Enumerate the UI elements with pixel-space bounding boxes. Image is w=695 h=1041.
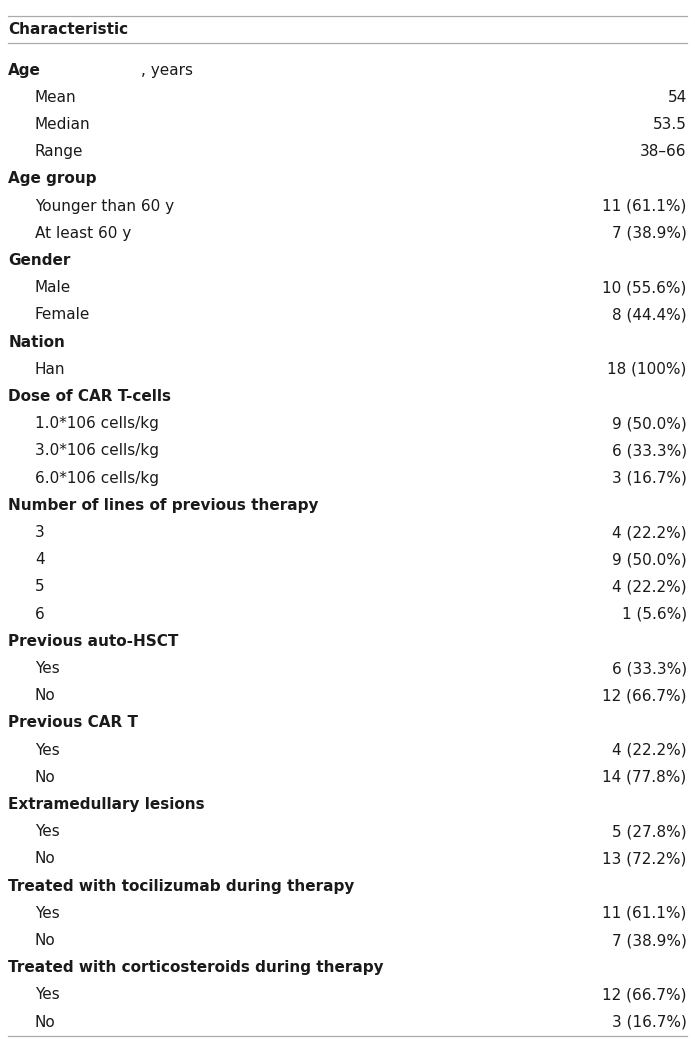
Text: 7 (38.9%): 7 (38.9%) [612,933,687,948]
Text: Yes: Yes [35,988,60,1002]
Text: 9 (50.0%): 9 (50.0%) [612,416,687,431]
Text: Male: Male [35,280,71,296]
Text: No: No [35,852,56,866]
Text: Age: Age [8,62,41,77]
Text: Younger than 60 y: Younger than 60 y [35,199,174,213]
Text: 7 (38.9%): 7 (38.9%) [612,226,687,240]
Text: 18 (100%): 18 (100%) [607,362,687,377]
Text: Yes: Yes [35,824,60,839]
Text: 11 (61.1%): 11 (61.1%) [603,906,687,921]
Text: Extramedullary lesions: Extramedullary lesions [8,797,205,812]
Text: 4 (22.2%): 4 (22.2%) [612,580,687,594]
Text: 4 (22.2%): 4 (22.2%) [612,742,687,758]
Text: 53.5: 53.5 [653,117,687,132]
Text: Previous auto-HSCT: Previous auto-HSCT [8,634,179,649]
Text: Previous CAR T: Previous CAR T [8,715,138,731]
Text: Mean: Mean [35,90,76,105]
Text: 5 (27.8%): 5 (27.8%) [612,824,687,839]
Text: No: No [35,688,56,704]
Text: 54: 54 [667,90,687,105]
Text: Number of lines of previous therapy: Number of lines of previous therapy [8,498,319,513]
Text: Gender: Gender [8,253,71,268]
Text: 3 (16.7%): 3 (16.7%) [612,471,687,485]
Text: 3: 3 [35,525,44,540]
Text: No: No [35,770,56,785]
Text: 8 (44.4%): 8 (44.4%) [612,307,687,323]
Text: Han: Han [35,362,65,377]
Text: Treated with corticosteroids during therapy: Treated with corticosteroids during ther… [8,960,384,975]
Text: Treated with tocilizumab during therapy: Treated with tocilizumab during therapy [8,879,354,893]
Text: , years: , years [141,62,193,77]
Text: Yes: Yes [35,742,60,758]
Text: No: No [35,933,56,948]
Text: 12 (66.7%): 12 (66.7%) [602,688,687,704]
Text: 13 (72.2%): 13 (72.2%) [603,852,687,866]
Text: 4: 4 [35,552,44,567]
Text: 6: 6 [35,607,44,621]
Text: Median: Median [35,117,90,132]
Text: 6 (33.3%): 6 (33.3%) [612,661,687,676]
Text: Yes: Yes [35,906,60,921]
Text: 38–66: 38–66 [640,144,687,159]
Text: No: No [35,1015,56,1030]
Text: Nation: Nation [8,334,65,350]
Text: 6.0*106 cells/kg: 6.0*106 cells/kg [35,471,158,485]
Text: 1.0*106 cells/kg: 1.0*106 cells/kg [35,416,158,431]
Text: 3 (16.7%): 3 (16.7%) [612,1015,687,1030]
Text: Range: Range [35,144,83,159]
Text: 3.0*106 cells/kg: 3.0*106 cells/kg [35,443,158,458]
Text: Dose of CAR T-cells: Dose of CAR T-cells [8,389,172,404]
Text: 4 (22.2%): 4 (22.2%) [612,525,687,540]
Text: 14 (77.8%): 14 (77.8%) [603,770,687,785]
Text: 12 (66.7%): 12 (66.7%) [602,988,687,1002]
Text: 11 (61.1%): 11 (61.1%) [603,199,687,213]
Text: 10 (55.6%): 10 (55.6%) [603,280,687,296]
Text: Female: Female [35,307,90,323]
Text: Age group: Age group [8,172,97,186]
Text: At least 60 y: At least 60 y [35,226,131,240]
Text: Yes: Yes [35,661,60,676]
Text: 6 (33.3%): 6 (33.3%) [612,443,687,458]
Text: 9 (50.0%): 9 (50.0%) [612,552,687,567]
Text: 1 (5.6%): 1 (5.6%) [621,607,687,621]
Text: 5: 5 [35,580,44,594]
Text: Characteristic: Characteristic [8,22,129,36]
